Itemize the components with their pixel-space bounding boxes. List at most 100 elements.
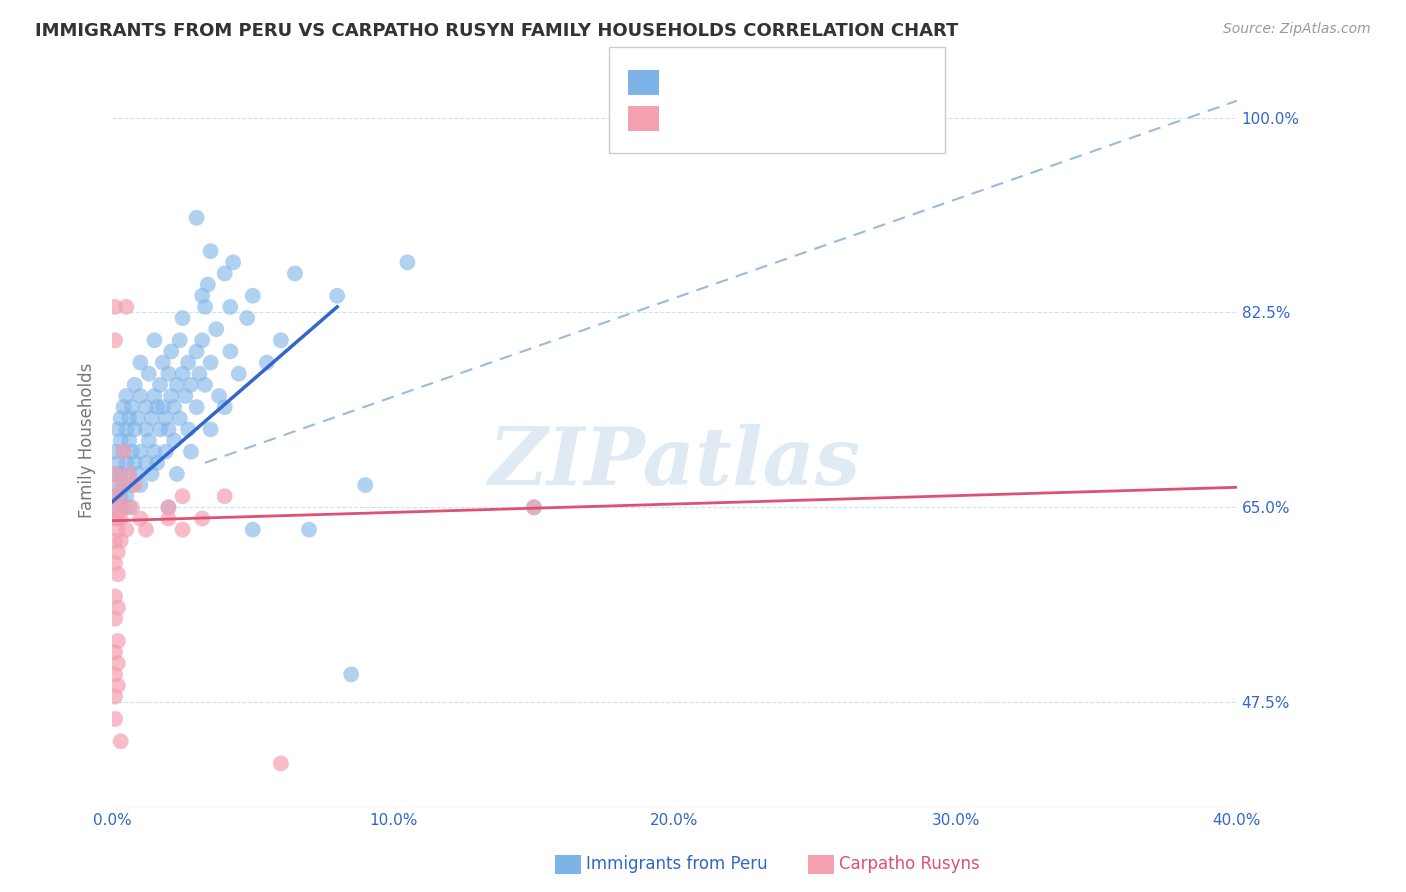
- Point: [129, 355, 152, 369]
- Point: [214, 267, 236, 281]
- Point: [172, 523, 194, 537]
- Point: [163, 400, 186, 414]
- Point: [104, 444, 127, 458]
- Point: [138, 367, 160, 381]
- Point: [149, 377, 172, 392]
- Point: [104, 690, 127, 704]
- Point: [270, 756, 292, 771]
- Point: [118, 411, 141, 425]
- Point: [219, 300, 242, 314]
- Point: [242, 523, 264, 537]
- Point: [186, 211, 208, 225]
- Point: [208, 389, 231, 403]
- Point: [146, 456, 169, 470]
- Point: [143, 333, 166, 347]
- Point: [110, 533, 132, 548]
- Point: [200, 355, 222, 369]
- Point: [186, 400, 208, 414]
- Point: [129, 511, 152, 525]
- Point: [110, 467, 132, 481]
- Point: [222, 255, 245, 269]
- Point: [112, 444, 135, 458]
- Point: [104, 667, 127, 681]
- Point: [129, 478, 152, 492]
- Point: [110, 511, 132, 525]
- Point: [340, 667, 363, 681]
- Point: [118, 434, 141, 448]
- Point: [121, 444, 143, 458]
- Point: [135, 523, 157, 537]
- Point: [191, 511, 214, 525]
- Point: [200, 422, 222, 436]
- Point: [107, 511, 129, 525]
- Point: [135, 400, 157, 414]
- Point: [107, 523, 129, 537]
- Point: [104, 467, 127, 481]
- Point: [112, 444, 135, 458]
- Point: [242, 289, 264, 303]
- Point: [127, 411, 149, 425]
- Point: [107, 600, 129, 615]
- Point: [163, 434, 186, 448]
- Point: [180, 444, 202, 458]
- Point: [107, 489, 129, 503]
- Point: [104, 533, 127, 548]
- Point: [104, 300, 127, 314]
- Point: [214, 489, 236, 503]
- Text: ZIPatlas: ZIPatlas: [488, 424, 860, 501]
- Point: [112, 478, 135, 492]
- Text: R = 0.400   N = 104: R = 0.400 N = 104: [673, 71, 855, 89]
- Point: [107, 634, 129, 648]
- Point: [112, 500, 135, 515]
- Point: [104, 590, 127, 604]
- Point: [169, 333, 191, 347]
- Point: [118, 467, 141, 481]
- Point: [166, 467, 188, 481]
- Point: [124, 456, 146, 470]
- Point: [191, 289, 214, 303]
- Point: [104, 500, 127, 515]
- Point: [236, 311, 259, 326]
- Text: IMMIGRANTS FROM PERU VS CARPATHO RUSYN FAMILY HOUSEHOLDS CORRELATION CHART: IMMIGRANTS FROM PERU VS CARPATHO RUSYN F…: [35, 22, 959, 40]
- Point: [228, 367, 250, 381]
- Point: [172, 489, 194, 503]
- Point: [157, 511, 180, 525]
- Point: [104, 612, 127, 626]
- Point: [104, 556, 127, 570]
- Point: [129, 389, 152, 403]
- Point: [110, 434, 132, 448]
- Point: [115, 456, 138, 470]
- Point: [143, 444, 166, 458]
- Point: [194, 377, 217, 392]
- Point: [146, 400, 169, 414]
- Point: [152, 355, 174, 369]
- Point: [157, 500, 180, 515]
- Point: [284, 267, 307, 281]
- Point: [172, 311, 194, 326]
- Point: [141, 467, 163, 481]
- Point: [141, 411, 163, 425]
- Point: [115, 389, 138, 403]
- Text: Immigrants from Peru: Immigrants from Peru: [586, 855, 768, 873]
- Point: [110, 734, 132, 748]
- Point: [124, 377, 146, 392]
- Y-axis label: Family Households: Family Households: [79, 363, 96, 518]
- Point: [197, 277, 219, 292]
- Point: [110, 411, 132, 425]
- Point: [214, 400, 236, 414]
- Point: [160, 344, 183, 359]
- Point: [110, 489, 132, 503]
- Point: [124, 422, 146, 436]
- Point: [129, 444, 152, 458]
- Point: [135, 456, 157, 470]
- Point: [107, 456, 129, 470]
- Point: [172, 367, 194, 381]
- Point: [112, 500, 135, 515]
- Point: [104, 467, 127, 481]
- Point: [107, 657, 129, 671]
- Point: [104, 500, 127, 515]
- Point: [104, 489, 127, 503]
- Point: [396, 255, 419, 269]
- Point: [115, 489, 138, 503]
- Point: [205, 322, 228, 336]
